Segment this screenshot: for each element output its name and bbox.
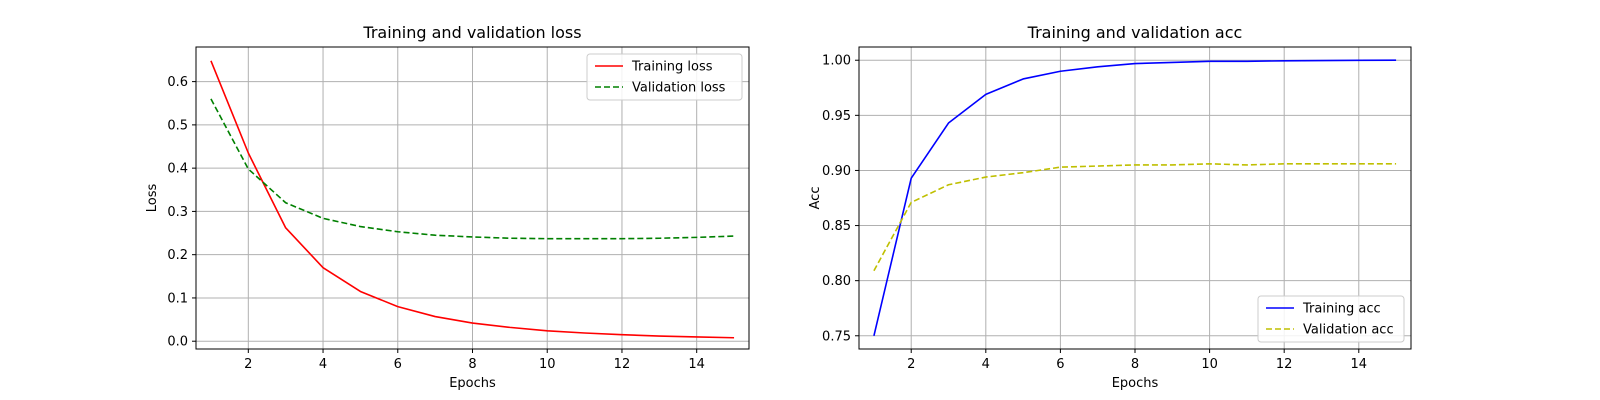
loss-legend-box xyxy=(586,53,743,101)
acc-ytick-label-0: 0.75 xyxy=(822,329,851,344)
acc-ytick-label-3: 0.90 xyxy=(822,164,851,179)
loss-ytick-label-1: 0.1 xyxy=(167,291,188,306)
acc-legend-box xyxy=(1257,295,1405,343)
loss-xtick-label-0: 2 xyxy=(244,357,252,372)
acc-ytick-label-4: 0.95 xyxy=(822,109,851,124)
loss-ytick-label-4: 0.4 xyxy=(167,162,188,177)
acc-chart-title: Training and validation acc xyxy=(1027,23,1243,42)
loss-legend: Training loss Validation loss xyxy=(586,53,743,101)
loss-ytick-label-2: 0.2 xyxy=(167,248,188,263)
acc-legend: Training acc Validation acc xyxy=(1257,295,1405,343)
loss-chart-title: Training and validation loss xyxy=(362,23,581,42)
loss-ytick-label-5: 0.5 xyxy=(167,118,188,133)
loss-legend-label-training-loss: Training loss xyxy=(631,60,713,75)
loss-ytick-label-0: 0.0 xyxy=(167,335,188,350)
loss-xtick-label-3: 8 xyxy=(468,357,476,372)
acc-series-line-training-acc xyxy=(873,59,1397,336)
acc-series-line-validation-acc xyxy=(873,163,1397,272)
acc-xtick-label-4: 10 xyxy=(1201,357,1218,372)
acc-xtick-label-2: 6 xyxy=(1056,357,1064,372)
loss-series-line-validation-loss xyxy=(210,98,735,240)
acc-ytick-label-2: 0.85 xyxy=(822,219,851,234)
acc-ytick-label-5: 1.00 xyxy=(822,54,851,69)
acc-legend-label-validation-acc: Validation acc xyxy=(1303,323,1394,338)
loss-xtick-label-1: 4 xyxy=(319,357,327,372)
loss-xtick-label-6: 14 xyxy=(688,357,705,372)
acc-xtick-label-5: 12 xyxy=(1276,357,1293,372)
chart-panel-acc: 2 4 6 8 10 12 14 0.75 0.80 0.85 0.90 0.95 1.00 Traini… xyxy=(808,23,1412,391)
acc-legend-label-training-acc: Training acc xyxy=(1302,302,1381,317)
loss-xtick-label-2: 6 xyxy=(394,357,402,372)
acc-ytick-label-1: 0.80 xyxy=(822,274,851,289)
loss-x-axis-label: Epochs xyxy=(449,376,496,391)
loss-ytick-label-3: 0.3 xyxy=(167,205,188,220)
acc-x-axis-label: Epochs xyxy=(1112,376,1159,391)
loss-legend-label-validation-loss: Validation loss xyxy=(632,81,726,96)
chart-panel-loss: 2 4 6 8 10 12 14 0.0 0.1 0.2 0.3 0.4 0.5 0.6 Training … xyxy=(145,23,750,391)
acc-xtick-label-6: 14 xyxy=(1351,357,1368,372)
loss-ytick-label-6: 0.6 xyxy=(167,75,188,90)
acc-xtick-label-1: 4 xyxy=(982,357,990,372)
loss-series-line-training-loss xyxy=(210,60,735,339)
acc-y-axis-label: Acc xyxy=(808,187,823,210)
loss-y-axis-label: Loss xyxy=(145,184,160,213)
loss-xtick-label-4: 10 xyxy=(539,357,556,372)
loss-xtick-label-5: 12 xyxy=(614,357,631,372)
acc-xtick-label-0: 2 xyxy=(907,357,915,372)
acc-xtick-label-3: 8 xyxy=(1131,357,1139,372)
